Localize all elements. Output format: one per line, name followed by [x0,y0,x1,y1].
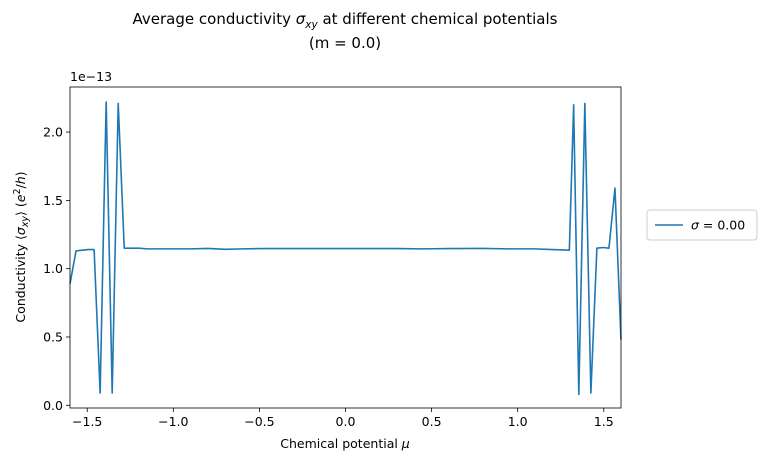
data-point [508,248,510,250]
data-point [534,248,536,250]
data-point [155,248,157,250]
data-point [87,249,89,251]
data-point [569,249,571,251]
x-tick-label: 0.0 [336,414,356,429]
legend-series-label: σ = 0.00 [691,218,745,233]
series-line-0 [69,101,622,396]
title-suffix: at different chemical potentials [318,10,558,28]
data-point [560,249,562,251]
data-point [105,101,107,103]
data-point [551,249,553,251]
y-tick-label: 0.0 [43,398,63,413]
title-sigma: σ [296,10,306,28]
y-axis-offset-label: 1e−13 [70,69,112,84]
data-point [448,248,450,250]
data-point [327,248,329,250]
plot-area: −1.5 −1.0 −0.5 0.0 0.5 1.0 1.5 0.0 0.5 1.0 1.5 2.0 [43,86,622,429]
data-point [590,392,592,394]
data-point [117,103,119,105]
data-point [111,392,113,394]
data-point [422,248,424,250]
y-tick-label: 1.5 [43,193,63,208]
chart-title-line-1: Average conductivity σxy at different ch… [133,10,558,31]
x-tick-label: −1.0 [158,414,188,429]
data-point [614,187,616,189]
data-point [396,248,398,250]
data-point [224,248,226,250]
data-point [147,248,149,250]
y-axis-label: Conductivity ⟨σxy⟩ (e2/h) [12,171,31,322]
x-tick-label: 1.0 [508,414,528,429]
plot-frame [69,86,622,409]
title-sigma-subscript: xy [304,19,318,31]
data-point [602,247,604,249]
chart-title-line-2: (m = 0.0) [309,34,381,52]
data-point [81,249,83,251]
y-tick-label: 0.5 [43,329,63,344]
data-point [241,248,243,250]
data-point [584,103,586,105]
data-point [293,248,295,250]
legend: σ = 0.00 [646,209,758,241]
data-point [578,394,580,396]
data-point [138,247,140,249]
y-tick-label: 1.0 [43,261,63,276]
data-point [75,250,77,252]
y-tick-label: 2.0 [43,125,63,140]
data-point [207,248,209,250]
x-tick-label: −1.5 [72,414,102,429]
x-axis-label: Chemical potential μ [280,436,410,451]
x-tick-label: −0.5 [244,414,274,429]
data-point [573,104,575,106]
data-point [129,247,131,249]
data-point [93,249,95,251]
data-point [608,247,610,249]
data-point [259,248,261,250]
data-point [190,248,192,250]
legend-frame [646,209,758,241]
data-point [362,248,364,250]
data-point [123,247,125,249]
data-point [596,247,598,249]
x-tick-label: 0.5 [422,414,442,429]
data-point [99,392,101,394]
data-point [482,248,484,250]
title-prefix: Average conductivity [133,10,296,28]
x-tick-label: 1.5 [594,414,614,429]
